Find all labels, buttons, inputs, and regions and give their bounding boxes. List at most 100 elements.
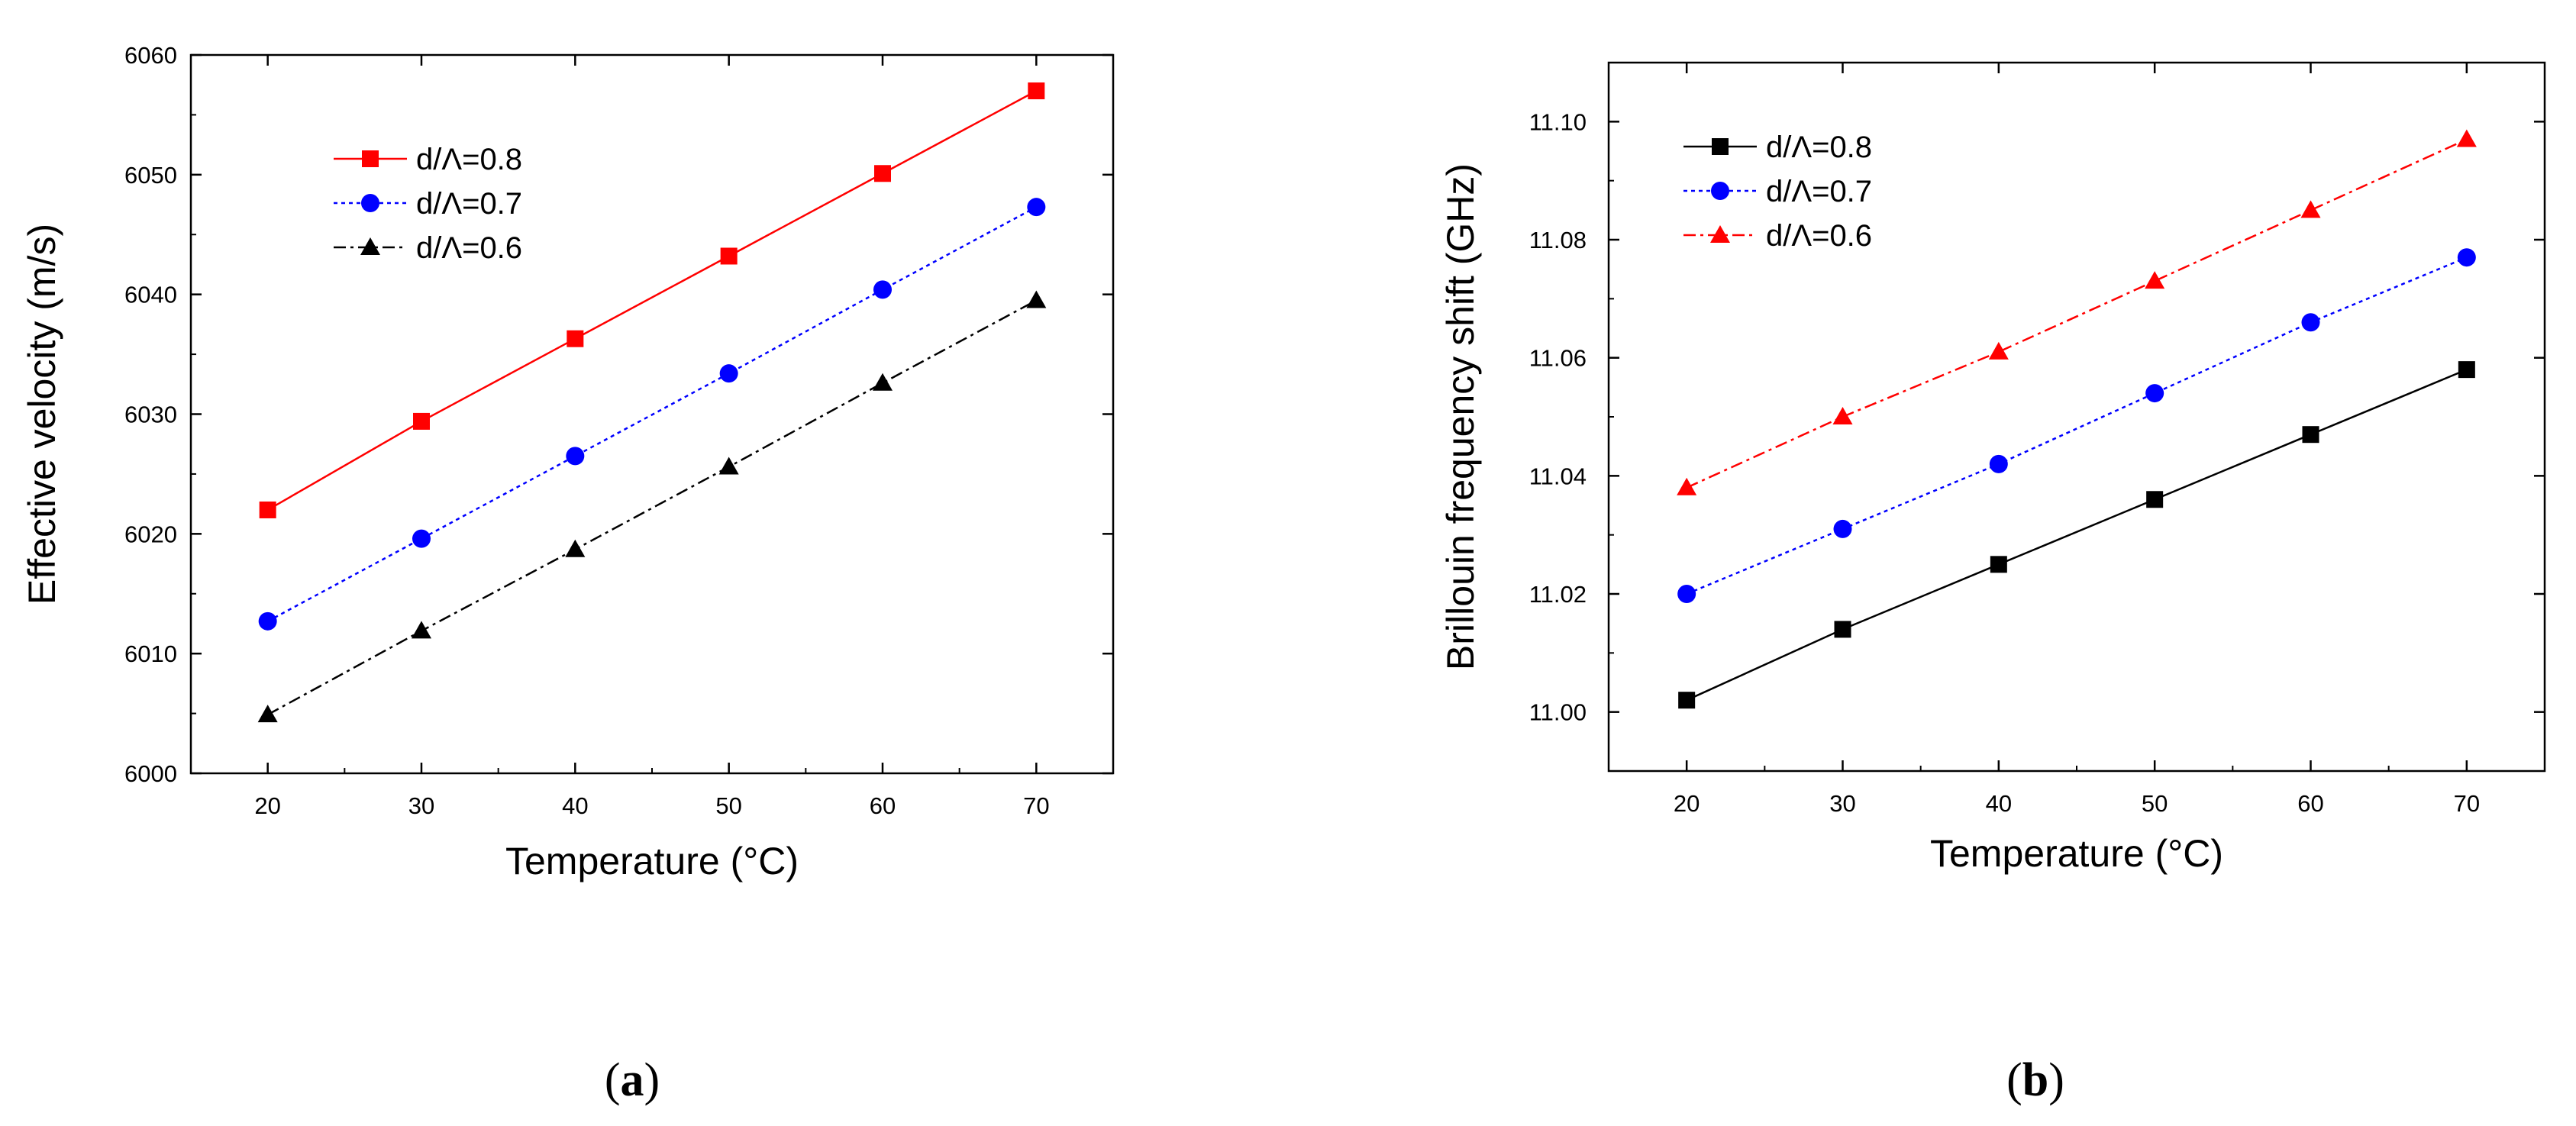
series-1 [1677, 248, 2476, 603]
x-tick-label: 60 [2297, 790, 2323, 817]
series-line [1686, 138, 2468, 489]
legend-label: d/Λ=0.7 [416, 187, 522, 221]
y-tick-label: 11.08 [1529, 227, 1587, 253]
y-tick-label: 11.00 [1529, 699, 1587, 726]
series-line [267, 89, 1037, 511]
y-axis-title: Effective velocity (m/s) [21, 224, 63, 605]
data-point [719, 364, 738, 383]
data-point [257, 705, 278, 723]
data-point [412, 621, 431, 639]
legend-entry: d/Λ=0.8 [1683, 131, 1872, 164]
data-point [1026, 290, 1047, 308]
x-tick-label: 20 [254, 792, 280, 819]
x-tick-label: 70 [1023, 792, 1049, 819]
panel-caption: (a) [605, 1054, 660, 1106]
data-point [566, 447, 585, 466]
data-point [873, 373, 893, 391]
legend-marker [1711, 182, 1729, 200]
data-point [1834, 621, 1851, 638]
data-point [1678, 692, 1696, 709]
chart-a-effective-velocity: 20 30 40 50 60 70 6000 6010 6020 6030 6040 6050 6060… [21, 42, 1115, 1106]
data-point [2146, 491, 2164, 508]
y-tick-label: 11.04 [1529, 463, 1587, 489]
data-point [874, 165, 891, 182]
legend-label: d/Λ=0.6 [1766, 219, 1872, 253]
data-point [2301, 313, 2320, 332]
x-tick-label: 70 [2454, 790, 2480, 817]
chart-b-brillouin-shift: 20 30 40 50 60 70 11.00 11.02 11.04 11.06 11.08 11.… [1439, 61, 2546, 1106]
y-tick-label: 6030 [124, 402, 177, 428]
series-1 [258, 198, 1046, 631]
data-point [259, 501, 276, 518]
series-2 [257, 290, 1047, 723]
y-tick-label: 11.06 [1529, 345, 1587, 372]
panel-caption: (b) [2006, 1054, 2064, 1106]
series-line [267, 299, 1037, 716]
legend-label: d/Λ=0.7 [1766, 175, 1872, 208]
data-point [2302, 426, 2319, 444]
legend-entry: d/Λ=0.7 [1683, 175, 1872, 208]
legend-marker [1710, 225, 1730, 243]
x-tick-label: 30 [1829, 790, 1855, 817]
data-point [1832, 407, 1853, 424]
y-tick-label: 6060 [124, 42, 177, 69]
x-tick-label: 20 [1674, 790, 1700, 817]
data-point [2456, 129, 2477, 147]
legend-label: d/Λ=0.6 [416, 231, 522, 265]
plot-frame [1607, 61, 2546, 773]
data-point [2300, 200, 2321, 218]
legend-entry: d/Λ=0.7 [334, 187, 522, 221]
x-tick-label: 40 [562, 792, 588, 819]
series-line [1686, 368, 2468, 702]
x-tick-label: 60 [870, 792, 896, 819]
x-tick-label: 50 [2142, 790, 2168, 817]
data-point [565, 539, 586, 557]
legend-marker [362, 150, 379, 167]
y-tick-label: 11.10 [1529, 108, 1587, 135]
legend-entry: d/Λ=0.6 [1683, 219, 1872, 253]
data-point [413, 412, 430, 430]
x-tick-label: 40 [1986, 790, 2012, 817]
y-tick-label: 6020 [124, 521, 177, 547]
legend-entry: d/Λ=0.6 [334, 231, 522, 265]
data-point [1677, 585, 1696, 603]
series-0 [1678, 361, 2475, 709]
data-point [873, 280, 892, 299]
series-0 [259, 82, 1045, 518]
x-axis-title: Temperature (°C) [505, 840, 799, 882]
x-axis-title: Temperature (°C) [1930, 832, 2223, 875]
data-point [1990, 556, 2007, 573]
data-point [1027, 198, 1046, 217]
data-point [258, 611, 277, 631]
y-tick-label: 6010 [124, 640, 177, 667]
data-point [2145, 271, 2165, 289]
x-tick-label: 50 [715, 792, 741, 819]
legend-marker [1712, 138, 1729, 155]
data-point [718, 457, 739, 475]
data-point [2145, 384, 2164, 403]
y-tick-label: 6040 [124, 282, 177, 308]
legend-marker [360, 237, 380, 255]
data-point [1989, 454, 2008, 473]
data-point [567, 330, 584, 347]
y-tick-label: 6050 [124, 162, 177, 189]
y-axis-title: Brillouin frequency shift (GHz) [1439, 163, 1482, 670]
data-point [1833, 519, 1852, 538]
legend-entry: d/Λ=0.8 [334, 143, 522, 176]
legend-marker [361, 194, 379, 212]
data-point [412, 529, 431, 548]
legend-label: d/Λ=0.8 [416, 143, 522, 176]
series-line [1686, 256, 2468, 595]
data-point [1677, 477, 1697, 495]
data-point [2457, 248, 2476, 267]
series-2 [1677, 129, 2477, 495]
legend-label: d/Λ=0.8 [1766, 131, 1872, 164]
data-point [1988, 341, 2009, 360]
data-point [2458, 361, 2475, 379]
data-point [720, 247, 738, 265]
series-line [267, 206, 1037, 622]
x-tick-label: 30 [408, 792, 434, 819]
y-tick-label: 6000 [124, 760, 177, 787]
y-tick-label: 11.02 [1529, 581, 1587, 608]
